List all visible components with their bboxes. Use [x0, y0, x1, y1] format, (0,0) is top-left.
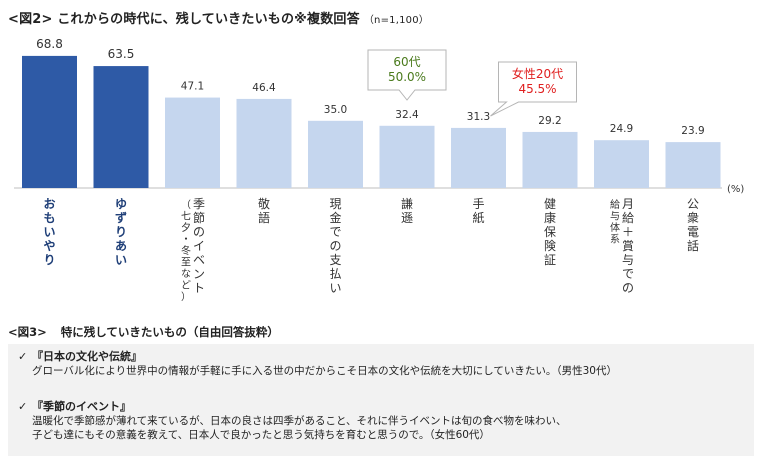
bar — [379, 125, 435, 188]
category-label: 健康保険証 — [544, 197, 556, 267]
category-label: 謙遜 — [401, 197, 413, 225]
category-label: 公衆電話 — [687, 197, 699, 253]
free-answer-item: ✓ 『日本の文化や伝統』 グローバル化により世界中の情報が手軽に手に入る世の中だか… — [18, 350, 617, 378]
figure2-title-text: <図2> これからの時代に、残していきたいもの※複数回答 — [8, 12, 360, 27]
figure2-title: <図2> これからの時代に、残していきたいもの※複数回答 （n=1,100） — [8, 8, 429, 27]
data-label: 29.2 — [538, 115, 561, 127]
sample-size-note: （n=1,100） — [363, 15, 429, 26]
category-label: 現金での支払い — [329, 197, 341, 295]
callout-text: 女性20代 — [512, 66, 563, 81]
category-label: おもいやり — [43, 197, 55, 267]
check-icon: ✓ — [18, 350, 28, 363]
free-answer-heading-text: 『日本の文化や伝統』 — [32, 350, 142, 363]
data-label: 31.3 — [467, 111, 490, 123]
check-icon: ✓ — [18, 400, 28, 413]
callout-text: 60代 — [393, 55, 420, 69]
free-answer-panel: ✓ 『日本の文化や伝統』 グローバル化により世界中の情報が手軽に手に入る世の中だか… — [8, 344, 754, 456]
free-answer-heading: ✓ 『季節のイベント』 — [18, 400, 567, 414]
data-label: 32.4 — [395, 109, 419, 121]
bar — [236, 98, 292, 188]
bar — [93, 66, 149, 188]
unit-label: (%) — [727, 184, 744, 195]
free-answer-text: 子ども達にもその意義を教えて、日本人で良かったと思う気持ちを育むと思うので。（女… — [32, 429, 490, 441]
data-label: 35.0 — [324, 104, 347, 116]
data-label: 46.4 — [252, 82, 276, 94]
figure3-title: <図3> 特に残していきたいもの（自由回答抜粋） — [8, 324, 279, 340]
free-answer-heading-text: 『季節のイベント』 — [32, 400, 131, 413]
callout-box — [367, 49, 447, 101]
data-label: 68.8 — [36, 37, 63, 51]
bar-chart: (%) 68.8 おもいやり 63.5 ゆずりあい 47.1 季節のイベント（七夕・冬至など… — [14, 37, 744, 303]
figure3-label: <図3> — [8, 325, 47, 339]
category-label: （七夕・冬至など） — [181, 199, 191, 303]
category-label: 月給＋賞与での — [622, 197, 634, 295]
free-answer-item: ✓ 『季節のイベント』 温暖化で季節感が薄れて来ているが、日本の良さは四季があるこ… — [18, 400, 567, 442]
bar — [22, 55, 77, 189]
bar — [451, 127, 506, 188]
bar — [665, 142, 721, 188]
category-label: 敬語 — [258, 197, 270, 225]
category-label: ゆずりあい — [115, 197, 127, 267]
figure3-subtitle: 特に残していきたいもの（自由回答抜粋） — [60, 325, 279, 339]
callout-text: 45.5% — [518, 82, 556, 96]
data-label: 24.9 — [610, 123, 633, 135]
free-answer-heading: ✓ 『日本の文化や伝統』 — [18, 350, 617, 364]
callout-text: 50.0% — [388, 70, 426, 84]
category-label: 季節のイベント — [193, 197, 205, 295]
category-label: 手紙 — [472, 197, 484, 225]
callout-box — [490, 61, 577, 117]
free-answer-text: グローバル化により世界中の情報が手軽に手に入る世の中だからこそ日本の文化や伝統を… — [32, 365, 617, 377]
bar — [308, 120, 363, 188]
free-answer-text: 温暖化で季節感が薄れて来ているが、日本の良さは四季があること、それに伴うイベント… — [32, 415, 567, 427]
data-label: 63.5 — [108, 47, 135, 61]
bar — [522, 131, 578, 188]
data-label: 23.9 — [681, 125, 704, 137]
bar — [594, 140, 649, 188]
category-label: 給与体系 — [610, 198, 620, 246]
data-label: 47.1 — [181, 81, 204, 93]
bar — [165, 97, 220, 188]
